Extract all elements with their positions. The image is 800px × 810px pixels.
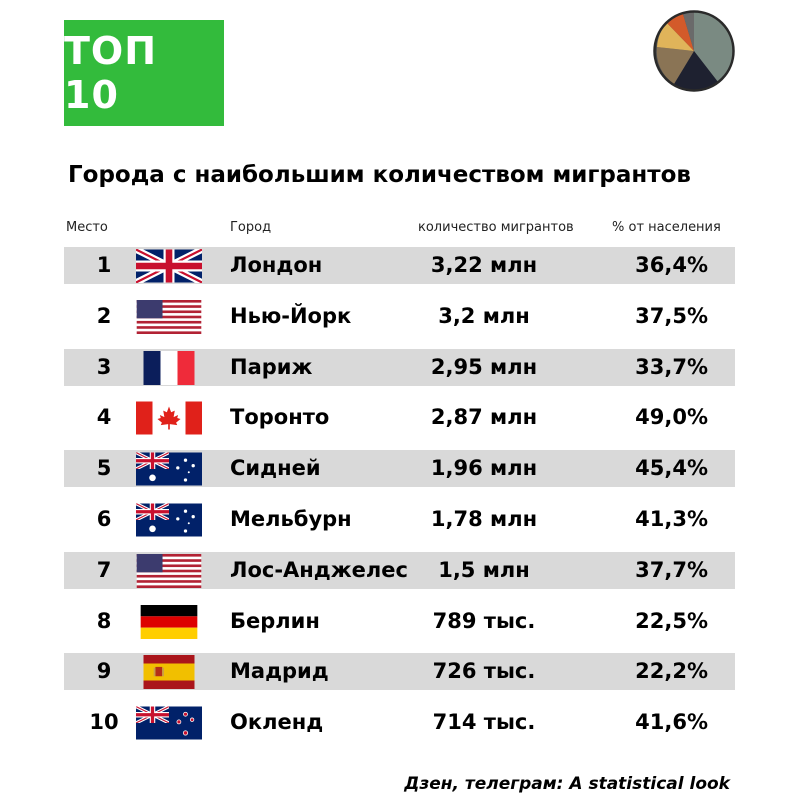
- migrants-cell: 2,87 млн: [430, 405, 538, 429]
- pie-logo-icon: [652, 9, 736, 93]
- city-cell: Лос-Анджелес: [230, 558, 408, 582]
- rank-cell: 10: [89, 710, 119, 734]
- migrants-cell: 1,5 млн: [438, 558, 530, 582]
- percent-cell: 33,7%: [635, 355, 708, 379]
- table-row: 1 Лондон 3,22 млн 36,4%: [64, 247, 735, 284]
- percent-cell: 36,4%: [635, 253, 708, 277]
- percent-cell: 37,5%: [635, 304, 708, 328]
- migrants-cell: 726 тыс.: [432, 659, 536, 683]
- migrants-cell: 3,22 млн: [430, 253, 538, 277]
- city-cell: Берлин: [230, 609, 320, 633]
- table-row: 10 Окленд 714 тыс. 41,6%: [64, 704, 735, 741]
- column-header-rank: Место: [66, 220, 108, 235]
- rank-cell: 3: [96, 355, 112, 379]
- table-row: 9 Мадрид 726 тыс. 22,2%: [64, 653, 735, 690]
- percent-cell: 45,4%: [635, 456, 708, 480]
- table-row: 4 Торонто 2,87 млн 49,0%: [64, 399, 735, 436]
- canada-flag-icon: [136, 401, 202, 435]
- migrants-cell: 1,78 млн: [430, 507, 538, 531]
- new-zealand-flag-icon: [136, 706, 202, 740]
- rank-cell: 1: [96, 253, 112, 277]
- uk-flag-icon: [136, 249, 202, 283]
- migrants-cell: 789 тыс.: [432, 609, 536, 633]
- rank-cell: 8: [96, 609, 112, 633]
- table-row: 2 Нью-Йорк 3,2 млн 37,5%: [64, 298, 735, 335]
- table-row: 5 Сидней 1,96 млн 45,4%: [64, 450, 735, 487]
- migrants-cell: 1,96 млн: [430, 456, 538, 480]
- rank-cell: 5: [96, 456, 112, 480]
- rank-cell: 7: [96, 558, 112, 582]
- france-flag-icon: [136, 351, 202, 385]
- migrants-cell: 2,95 млн: [430, 355, 538, 379]
- table-row: 3 Париж 2,95 млн 33,7%: [64, 349, 735, 386]
- city-cell: Мадрид: [230, 659, 329, 683]
- city-cell: Лондон: [230, 253, 323, 277]
- table-row: 6 Мельбурн 1,78 млн 41,3%: [64, 501, 735, 538]
- city-cell: Торонто: [230, 405, 330, 429]
- page-title: Города с наибольшим количеством мигранто…: [68, 162, 691, 188]
- table-row: 8 Берлин 789 тыс. 22,5%: [64, 603, 735, 640]
- top10-badge-label: ТОП 10: [64, 29, 158, 117]
- percent-cell: 37,7%: [635, 558, 708, 582]
- australia-flag-icon: [136, 503, 202, 537]
- city-cell: Мельбурн: [230, 507, 352, 531]
- column-header-city: Город: [230, 220, 272, 235]
- rank-cell: 6: [96, 507, 112, 531]
- spain-flag-icon: [136, 655, 202, 689]
- percent-cell: 41,3%: [635, 507, 708, 531]
- percent-cell: 22,2%: [635, 659, 708, 683]
- city-cell: Париж: [230, 355, 313, 379]
- percent-cell: 41,6%: [635, 710, 708, 734]
- rank-cell: 2: [96, 304, 112, 328]
- germany-flag-icon: [136, 605, 202, 639]
- table-row: 7 Лос-Анджелес 1,5 млн 37,7%: [64, 552, 735, 589]
- migrants-cell: 3,2 млн: [438, 304, 530, 328]
- rank-cell: 9: [96, 659, 112, 683]
- top10-badge: ТОП 10: [64, 20, 224, 126]
- usa-flag-icon: [136, 300, 202, 334]
- city-cell: Нью-Йорк: [230, 304, 352, 328]
- percent-cell: 49,0%: [635, 405, 708, 429]
- migrants-cell: 714 тыс.: [432, 710, 536, 734]
- column-header-percent: % от населения: [612, 220, 721, 235]
- city-cell: Сидней: [230, 456, 321, 480]
- city-cell: Окленд: [230, 710, 324, 734]
- source-footer: Дзен, телеграм: A statistical look: [404, 774, 730, 794]
- australia-flag-icon: [136, 452, 202, 486]
- percent-cell: 22,5%: [635, 609, 708, 633]
- rank-cell: 4: [96, 405, 112, 429]
- column-header-migrants: количество мигрантов: [418, 220, 574, 235]
- usa-flag-icon: [136, 554, 202, 588]
